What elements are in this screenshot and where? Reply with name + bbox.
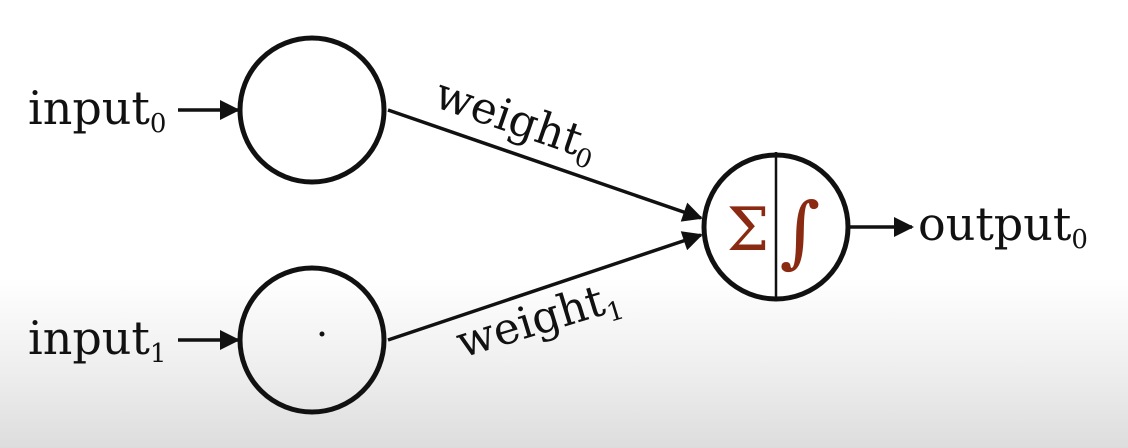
input-1-label: input1	[28, 311, 166, 369]
weight-1-label: weight1	[450, 270, 628, 373]
input-node-1	[237, 265, 387, 415]
stray-dot	[319, 331, 325, 337]
output-0-label: output0	[918, 197, 1088, 255]
edge-weight-0	[387, 108, 703, 222]
input-0-label: input0	[28, 81, 166, 139]
weight-0-label: weight0	[427, 68, 605, 176]
sum-icon: Σ	[727, 195, 769, 265]
input-node-0	[237, 35, 387, 185]
edge-weight-1	[387, 231, 703, 342]
neuron-node: Σ ∫	[701, 152, 851, 302]
integral-activation-icon: ∫	[780, 187, 821, 277]
